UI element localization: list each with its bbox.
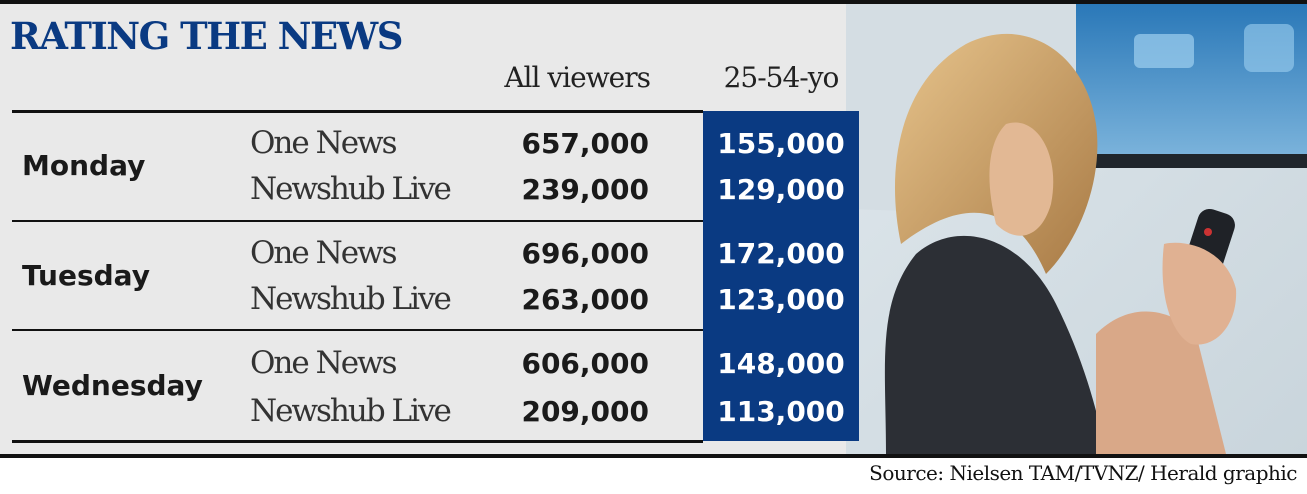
value-25-54: 129,000 (717, 173, 845, 206)
highlighted-column-25-54 (703, 111, 859, 441)
value-all-viewers: 696,000 (521, 237, 649, 270)
woman-holding-tv-remote-photo (846, 4, 1307, 454)
value-25-54: 113,000 (717, 395, 845, 428)
program-name: One News (250, 345, 397, 381)
value-all-viewers: 209,000 (521, 395, 649, 428)
value-25-54: 172,000 (717, 237, 845, 270)
table-rule-top (12, 110, 703, 113)
table-rule-row (12, 329, 703, 331)
table-rule-row (12, 220, 703, 222)
value-all-viewers: 657,000 (521, 127, 649, 160)
source-credit: Source: Nielsen TAM/TVNZ/ Herald graphic (869, 461, 1297, 485)
value-25-54: 148,000 (717, 347, 845, 380)
program-name: One News (250, 235, 397, 271)
program-name: Newshub Live (250, 281, 452, 317)
value-25-54: 155,000 (717, 127, 845, 160)
value-all-viewers: 239,000 (521, 173, 649, 206)
photo-illustration (846, 4, 1307, 454)
value-25-54: 123,000 (717, 283, 845, 316)
infographic-frame: RATING THE NEWS All viewers 25-54-yo Mon… (0, 0, 1307, 458)
column-header-all-viewers: All viewers (504, 61, 651, 94)
table-rule-bottom (12, 440, 703, 443)
column-header-25-54: 25-54-yo (723, 61, 840, 94)
row-label-day: Wednesday (22, 369, 203, 402)
program-name: Newshub Live (250, 393, 452, 429)
program-name: Newshub Live (250, 171, 452, 207)
row-label-day: Tuesday (22, 259, 150, 292)
value-all-viewers: 606,000 (521, 347, 649, 380)
chart-title: RATING THE NEWS (10, 14, 403, 58)
program-name: One News (250, 125, 397, 161)
value-all-viewers: 263,000 (521, 283, 649, 316)
row-label-day: Monday (22, 149, 146, 182)
